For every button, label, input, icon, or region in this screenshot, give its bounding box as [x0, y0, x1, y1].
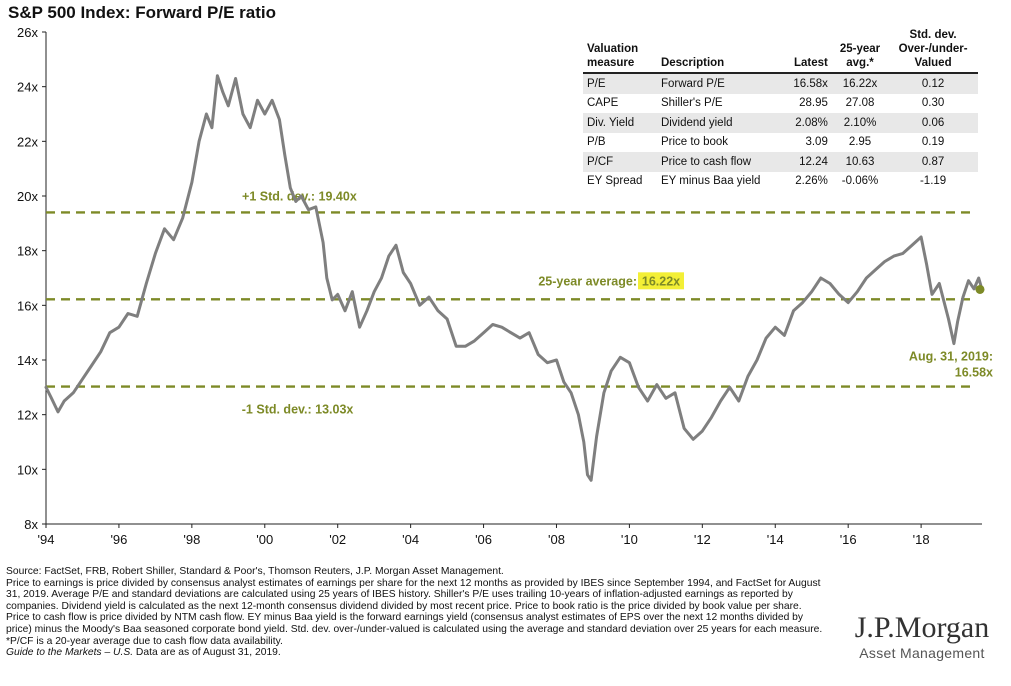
cell-stddev: 0.12: [888, 73, 978, 94]
header-measure: Valuation measure: [583, 26, 657, 74]
y-tick-label: 8x: [24, 517, 38, 532]
minus-std-dev-label: -1 Std. dev.: 13.03x: [242, 403, 354, 417]
jpmorgan-logo: J.P.Morgan Asset Management: [842, 611, 1002, 662]
y-tick-label: 26x: [17, 25, 38, 40]
chart-axes: 8x 10x 12x 14x 16x 18x 20x 22x 24x 26x '94 '96 '98 '0…: [17, 25, 982, 547]
table-row: P/E Forward P/E 16.58x 16.22x 0.12: [583, 73, 978, 94]
cell-description: Shiller's P/E: [660, 97, 723, 110]
cell-stddev: 0.87: [888, 152, 978, 172]
x-tick-label: '00: [256, 532, 273, 547]
source-note: Source: FactSet, FRB, Robert Shiller, St…: [6, 566, 504, 577]
y-tick-label: 18x: [17, 244, 38, 259]
cell-avg: -0.06%: [841, 175, 879, 188]
cell-description: EY minus Baa yield: [660, 175, 761, 188]
table-row: CAPE Shiller's P/E 28.95 27.08 0.30: [583, 94, 978, 114]
logo-name: J.P.Morgan: [854, 611, 990, 644]
y-tick-label: 12x: [17, 408, 38, 423]
reference-lines: +1 Std. dev.: 19.40x-1 Std. dev.: 13.03x…: [46, 189, 974, 417]
footnotes: Source: FactSet, FRB, Robert Shiller, St…: [6, 566, 826, 659]
cell-description: Dividend yield: [656, 113, 783, 133]
cell-description: Price to cash flow: [656, 152, 783, 172]
cell-avg: 2.10%: [831, 113, 889, 133]
cell-avg: 2.95: [848, 136, 872, 149]
x-tick-label: '10: [621, 532, 638, 547]
chart-title: S&P 500 Index: Forward P/E ratio: [8, 3, 276, 22]
x-tick-label: '08: [548, 532, 565, 547]
cell-stddev: 0.30: [921, 97, 945, 110]
chart-annotations: Aug. 31, 2019: 16.58x: [909, 284, 993, 379]
cell-latest: 2.26%: [795, 175, 828, 188]
average-value-label: 16.22x: [642, 274, 680, 288]
cell-stddev: 0.19: [921, 136, 945, 149]
x-tick-label: '04: [402, 532, 419, 547]
x-tick-label: '16: [840, 532, 857, 547]
table-row: EY Spread EY minus Baa yield 2.26% -0.06…: [583, 172, 978, 192]
header-description: Description: [656, 26, 783, 74]
x-tick-label: '14: [767, 532, 784, 547]
cell-stddev: 0.06: [888, 113, 978, 133]
header-stddev: Std. dev. Over-/under- Valued: [888, 26, 978, 74]
cell-latest: 12.24: [782, 152, 832, 172]
guide-title: Guide to the Markets – U.S.: [6, 647, 134, 659]
average-label: 25-year average:: [538, 274, 637, 288]
cell-measure: EY Spread: [587, 175, 643, 188]
methodology-note: Price to earnings is price divided by co…: [6, 577, 823, 635]
pcf-note: *P/CF is a 20-year average due to cash f…: [6, 635, 283, 647]
logo-subtitle: Asset Management: [859, 645, 985, 661]
cell-latest: 16.58x: [782, 73, 832, 94]
cell-latest: 3.09: [805, 136, 828, 149]
x-tick-label: '18: [913, 532, 930, 547]
cell-avg: 16.22x: [831, 73, 889, 94]
y-tick-label: 14x: [17, 353, 38, 368]
cell-latest: 2.08%: [782, 113, 832, 133]
cell-measure: P/E: [583, 73, 657, 94]
chart: 8x 10x 12x 14x 16x 18x 20x 22x 24x 26x '94 '96 '98 '0…: [17, 25, 993, 547]
chart-series: [44, 74, 984, 482]
y-tick-label: 20x: [17, 189, 38, 204]
cell-measure: Div. Yield: [583, 113, 657, 133]
x-tick-label: '12: [694, 532, 711, 547]
average-value-highlight: [638, 272, 684, 290]
cell-description: Forward P/E: [656, 73, 783, 94]
y-tick-label: 22x: [17, 134, 38, 149]
table-row: Div. Yield Dividend yield 2.08% 2.10% 0.…: [583, 113, 978, 133]
x-tick-label: '02: [329, 532, 346, 547]
forward-pe-line: [44, 74, 984, 482]
y-tick-label: 10x: [17, 462, 38, 477]
x-tick-label: '94: [38, 532, 55, 547]
header-avg: 25-year avg.*: [831, 26, 889, 74]
latest-annotation-date: Aug. 31, 2019:: [909, 349, 993, 363]
cell-measure: P/B: [587, 136, 606, 149]
x-tick-label: '98: [183, 532, 200, 547]
cell-avg: 10.63: [831, 152, 889, 172]
x-tick-label: '96: [110, 532, 127, 547]
header-latest: Latest: [782, 26, 832, 74]
latest-annotation-value: 16.58x: [955, 365, 993, 379]
valuation-table: Valuation measure Description Latest 25-y…: [583, 26, 978, 191]
last-point-marker: [975, 284, 985, 294]
y-tick-label: 16x: [17, 298, 38, 313]
table-row: P/B Price to book 3.09 2.95 0.19: [583, 133, 978, 153]
y-tick-label: 24x: [17, 80, 38, 95]
cell-stddev: -1.19: [919, 175, 947, 188]
table-row: P/CF Price to cash flow 12.24 10.63 0.87: [583, 152, 978, 172]
guide-date: Data are as of August 31, 2019.: [133, 647, 281, 659]
cell-measure: P/CF: [583, 152, 657, 172]
guide-note: Guide to the Markets – U.S. Data are as …: [6, 647, 826, 659]
x-tick-label: '06: [475, 532, 492, 547]
cell-avg: 27.08: [845, 97, 875, 110]
cell-latest: 28.95: [799, 97, 828, 110]
valuation-table-header: Valuation measure Description Latest 25-y…: [583, 26, 978, 74]
cell-description: Price to book: [660, 136, 729, 149]
cell-measure: CAPE: [587, 97, 619, 110]
